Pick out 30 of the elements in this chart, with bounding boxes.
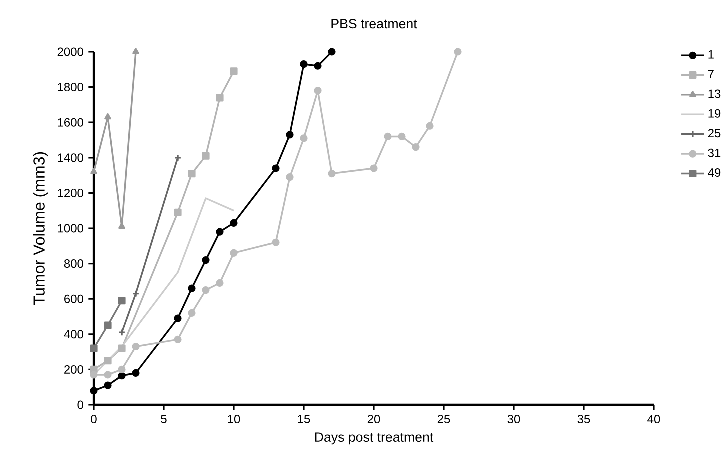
x-tick-label: 30 xyxy=(508,415,520,424)
x-tick-label: 10 xyxy=(228,415,240,424)
x-tick-label: 20 xyxy=(368,415,380,424)
x-tick-label: 40 xyxy=(648,415,660,424)
legend-label: 7 xyxy=(708,70,714,78)
y-tick-label: 1000 xyxy=(58,224,84,233)
legend-label: 1 xyxy=(708,50,714,59)
y-tick-label: 600 xyxy=(64,294,84,304)
legend-label: 13 xyxy=(708,90,721,98)
chart-title: PBS treatment xyxy=(332,19,418,29)
x-axis-title: Days post treatment xyxy=(315,432,434,445)
x-tick-label: 25 xyxy=(438,415,450,424)
legend-label: 19 xyxy=(708,109,721,118)
legend-label: 25 xyxy=(708,129,721,138)
x-tick-label: 0 xyxy=(91,415,97,424)
y-tick-label: 800 xyxy=(64,260,84,268)
legend-label: 49 xyxy=(708,168,721,178)
y-tick-label: 1200 xyxy=(58,188,84,198)
y-tick-label: 200 xyxy=(64,365,84,374)
y-tick-label: 1800 xyxy=(58,83,84,92)
y-tick-label: 0 xyxy=(78,400,84,410)
y-tick-label: 1400 xyxy=(58,154,84,162)
y-tick-label: 400 xyxy=(64,330,84,339)
x-tick-label: 35 xyxy=(578,415,590,424)
legend-label: 31 xyxy=(708,148,721,158)
x-tick-label: 5 xyxy=(161,415,167,424)
y-tick-label: 2000 xyxy=(58,48,84,56)
y-axis-title: Tumor Volume (mm3) xyxy=(33,152,48,306)
x-tick-label: 15 xyxy=(298,415,310,424)
y-tick-label: 1600 xyxy=(58,118,84,127)
